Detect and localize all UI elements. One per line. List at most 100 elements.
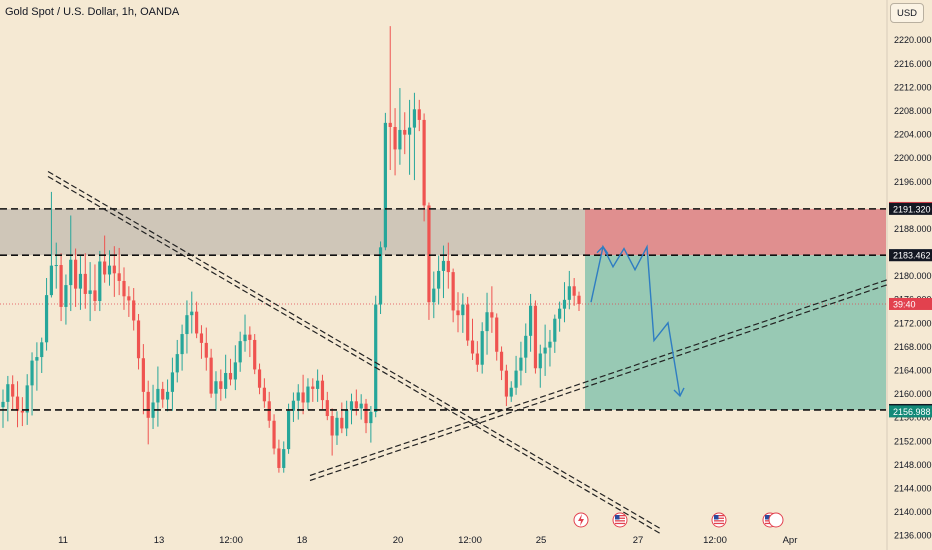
lightning-event-icon — [573, 512, 589, 528]
candle-body — [528, 305, 533, 336]
candle-body — [233, 362, 237, 380]
y-tick-label: 2180.000 — [894, 271, 932, 281]
candle-body — [374, 304, 378, 412]
candle-body — [272, 420, 276, 449]
candle-body — [88, 290, 92, 294]
candle-body — [141, 358, 145, 392]
us-flag-event-icon — [711, 512, 727, 528]
us-flag-event-icon — [612, 512, 628, 528]
projection-path — [590, 244, 681, 397]
candle-body — [577, 295, 581, 304]
candle-body — [54, 265, 58, 267]
candle-body — [325, 400, 329, 417]
candle-body — [340, 417, 344, 429]
x-tick-label: 12:00 — [703, 535, 727, 546]
chart-title: Gold Spot / U.S. Dollar, 1h, OANDA — [5, 6, 180, 18]
candle-body — [393, 127, 397, 150]
candle-body — [103, 261, 107, 275]
x-tick-label: 11 — [58, 535, 68, 546]
y-tick-label: 2208.000 — [894, 106, 932, 116]
candle-body — [480, 331, 484, 365]
candle-body — [44, 295, 49, 343]
candle-body — [558, 308, 562, 319]
candle-body — [538, 353, 542, 369]
candle-body — [74, 259, 78, 289]
y-tick-label: 2136.000 — [894, 531, 932, 541]
projection-arrow-top — [596, 245, 609, 255]
candle-body — [470, 340, 475, 354]
candle-body — [35, 357, 39, 361]
candle-body — [243, 334, 247, 342]
candle-body — [59, 265, 63, 307]
candle-body — [214, 381, 218, 394]
y-tick-label: 2168.000 — [894, 342, 932, 352]
candle-body — [407, 127, 412, 135]
candle-body — [93, 290, 97, 302]
y-tick-label: 2196.000 — [894, 177, 932, 187]
candle-body — [519, 357, 523, 371]
ascending-trendline — [309, 278, 889, 477]
candle-body — [485, 312, 489, 332]
x-tick-label: Apr — [783, 535, 798, 546]
candle-body — [122, 280, 126, 297]
candle-body — [112, 265, 116, 274]
candle-body — [378, 247, 383, 305]
candle-body — [533, 305, 538, 369]
candle-body — [49, 265, 54, 296]
candle-body — [296, 392, 300, 401]
candle-body — [432, 288, 436, 303]
y-tick-label: 2220.000 — [894, 35, 932, 45]
currency-button[interactable]: USD — [890, 3, 924, 23]
x-tick-label: 13 — [154, 535, 165, 546]
projection-arrow-head — [673, 387, 685, 398]
price-label-box — [889, 297, 932, 310]
candle-body — [175, 354, 179, 373]
descending-trendline — [47, 170, 663, 531]
candle-body — [180, 334, 184, 355]
candle-body — [369, 411, 373, 424]
candle-body — [286, 410, 291, 450]
candle-body — [437, 270, 441, 289]
y-tick-label: 2160.000 — [894, 389, 932, 399]
candle-body — [441, 260, 446, 271]
candle-body — [165, 391, 170, 400]
x-tick-label: 25 — [536, 535, 547, 546]
candle-body — [209, 357, 213, 394]
candle-body — [262, 387, 266, 402]
candle-body — [30, 360, 34, 386]
y-tick-label: 2152.000 — [894, 436, 932, 446]
candle-body — [136, 320, 141, 359]
candle-body — [6, 384, 10, 402]
candle-body — [146, 391, 150, 418]
x-tick-label: 12:00 — [458, 535, 482, 546]
y-tick-label: 2212.000 — [894, 82, 932, 92]
candle-body — [117, 273, 121, 281]
candle-body — [504, 370, 508, 397]
candle-body — [69, 259, 73, 286]
price-label: 2183.462 — [893, 251, 931, 261]
candle-body — [267, 401, 271, 421]
candle-body — [427, 205, 431, 303]
candle-body — [64, 285, 68, 307]
candle-body — [316, 380, 320, 389]
candle-body — [98, 261, 102, 302]
candle-body — [156, 388, 160, 403]
candle-body — [151, 402, 155, 418]
x-tick-label: 20 — [393, 535, 404, 546]
candle-body — [388, 122, 392, 127]
candle-body — [306, 386, 310, 403]
candle-body — [190, 311, 194, 316]
candle-body — [567, 286, 571, 300]
candle-body — [359, 403, 363, 409]
price-label: 39:40 — [893, 299, 916, 309]
candle-body — [248, 334, 252, 340]
candle-body — [562, 299, 567, 309]
candle-body — [514, 370, 518, 388]
price-label-box — [889, 202, 932, 215]
y-tick-label: 2144.000 — [894, 484, 932, 494]
y-tick-label: 2200.000 — [894, 153, 932, 163]
candle-body — [311, 386, 315, 389]
candle-body — [548, 341, 552, 348]
candle-body — [1, 401, 5, 408]
